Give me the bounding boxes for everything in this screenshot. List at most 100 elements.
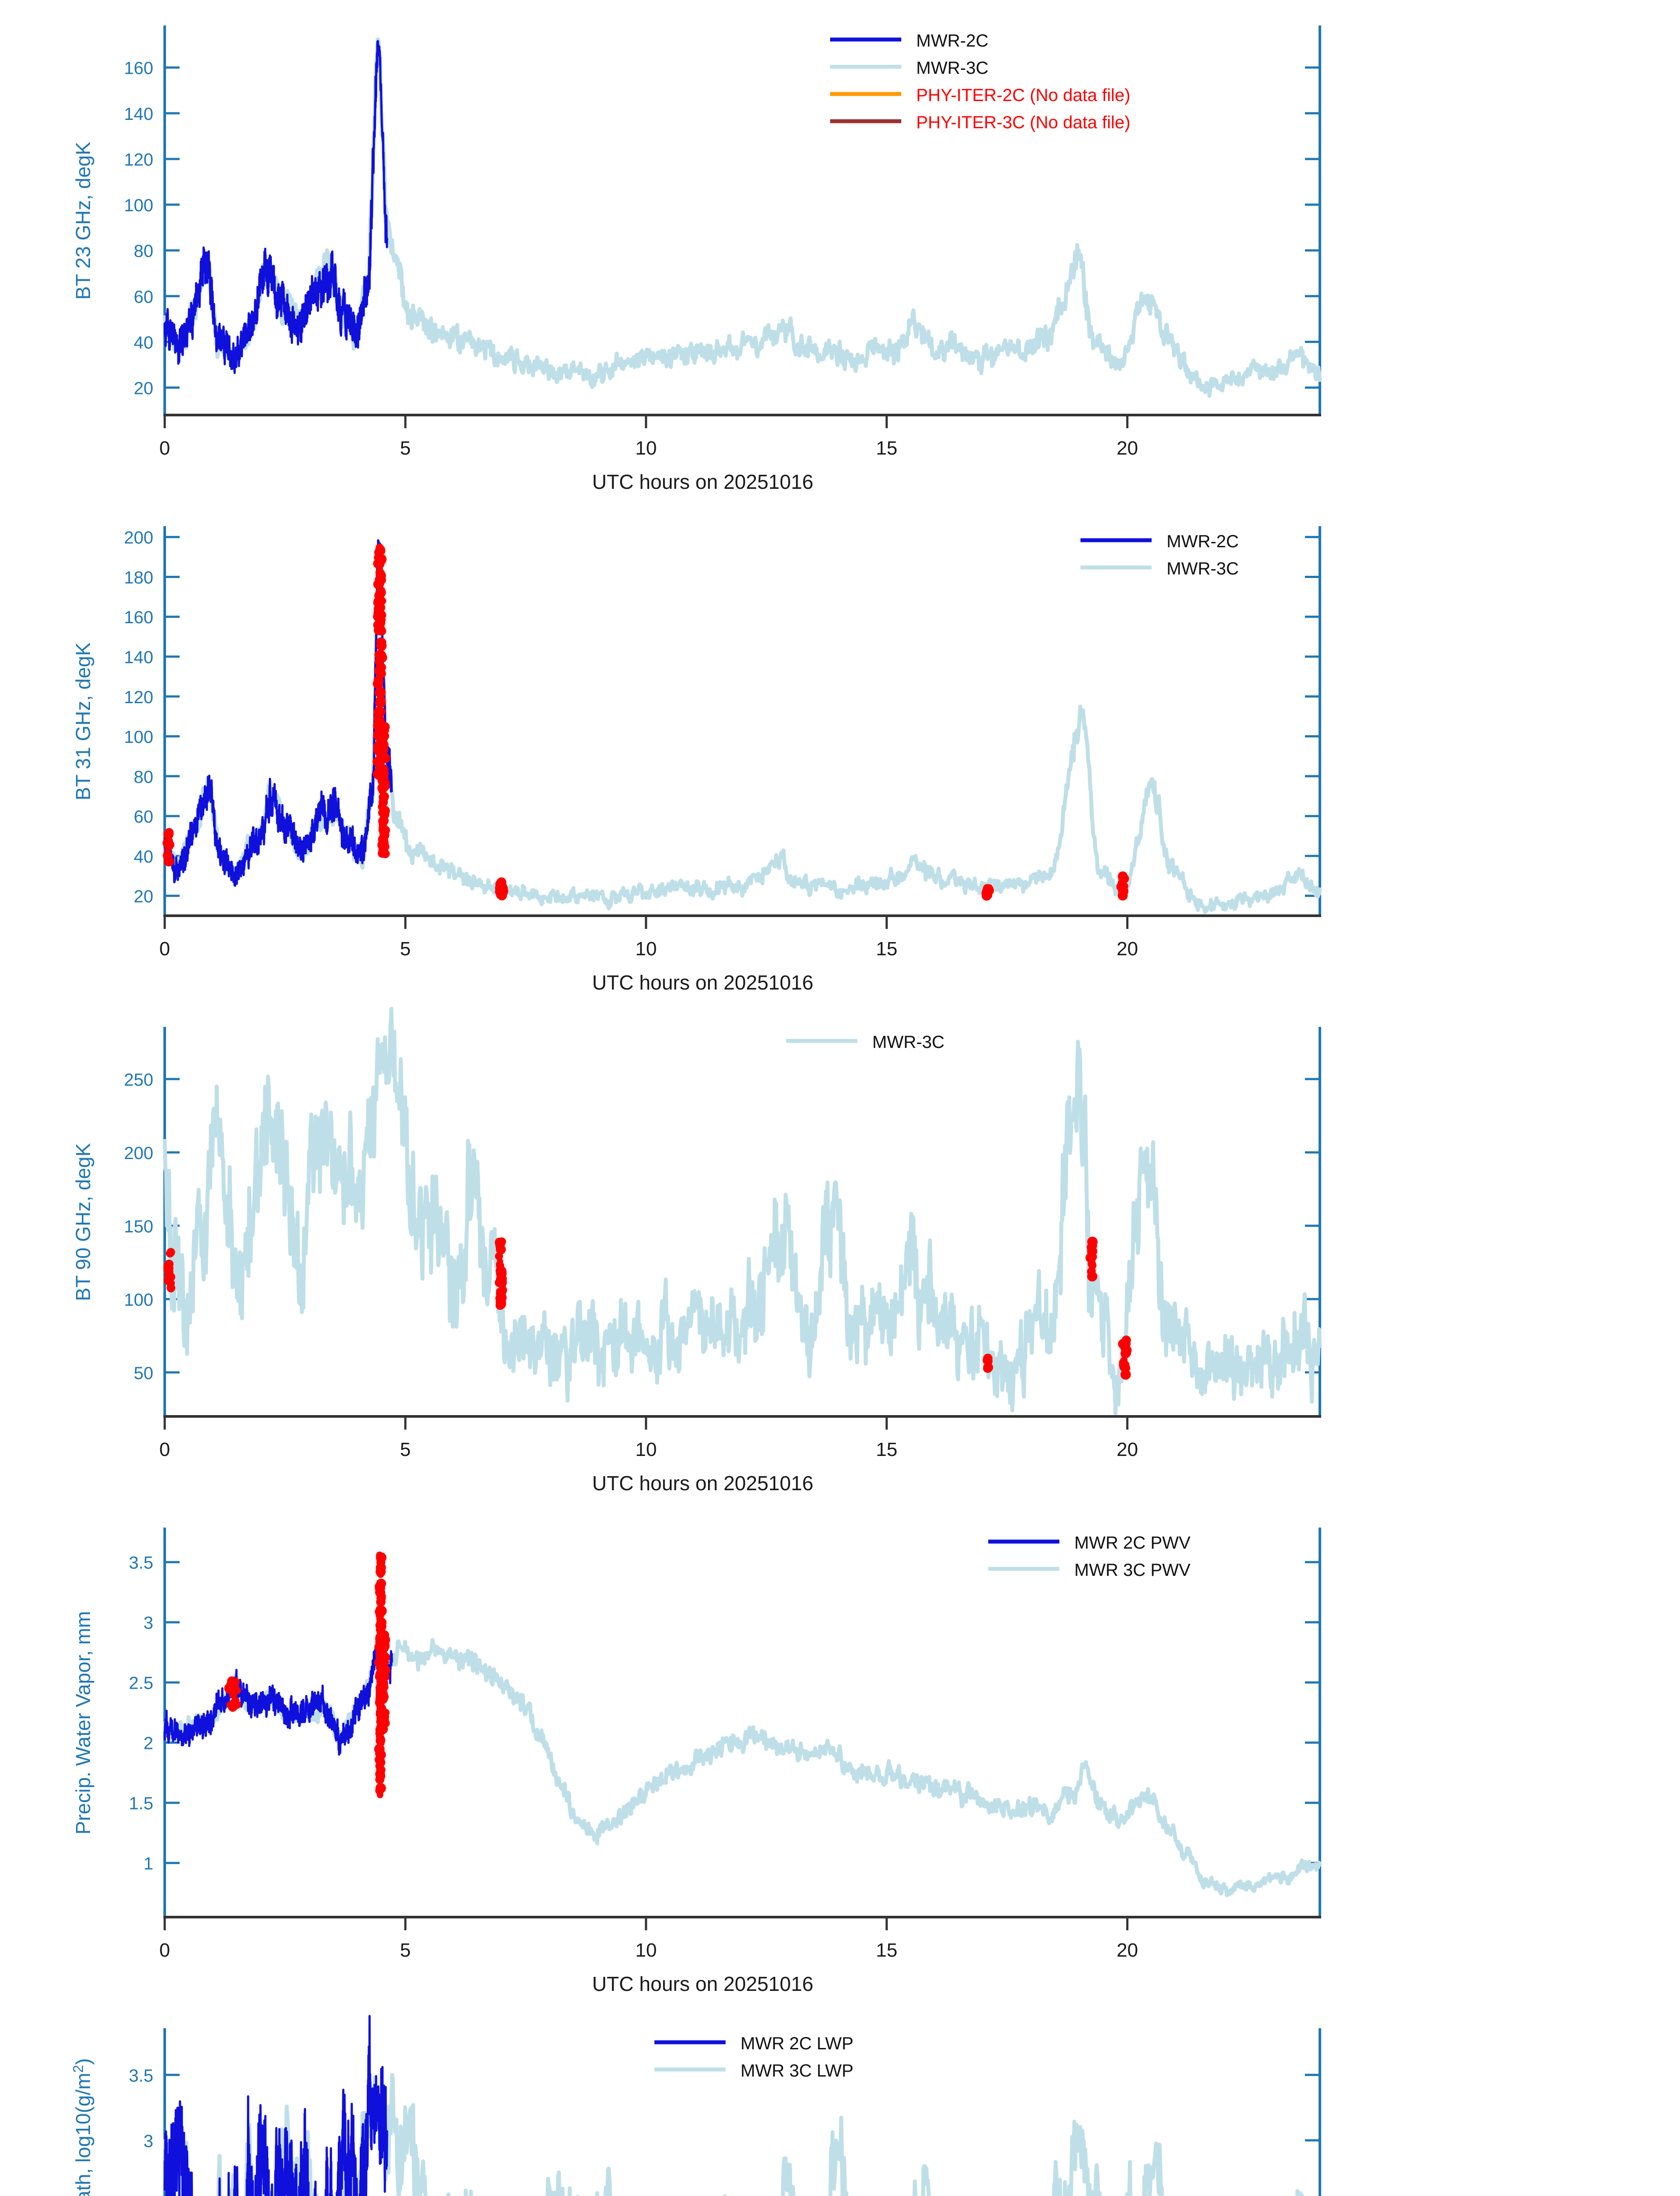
y-axis-label: BT 23 GHz, degK <box>72 141 94 300</box>
flagged-point <box>1119 874 1129 884</box>
flagged-point <box>498 1285 507 1295</box>
flagged-point <box>378 1640 388 1651</box>
y-tick-label: 140 <box>124 105 153 124</box>
flagged-point <box>380 1651 389 1660</box>
y-tick-label: 3 <box>144 1614 153 1633</box>
y-tick-label: 40 <box>134 333 154 352</box>
flagged-point <box>166 1248 175 1257</box>
y-tick-label: 100 <box>124 1290 153 1310</box>
x-tick-label: 10 <box>635 1439 657 1460</box>
flagged-point <box>163 1261 173 1271</box>
flagged-point <box>378 834 388 845</box>
flagged-point <box>377 776 388 786</box>
flagged-point <box>376 1556 383 1563</box>
flagged-point <box>376 1578 386 1589</box>
x-tick-label: 0 <box>159 1940 170 1961</box>
x-tick-label: 20 <box>1116 1439 1138 1460</box>
flagged-point <box>376 1597 386 1607</box>
flagged-point <box>376 1734 385 1742</box>
x-tick-label: 5 <box>400 1439 411 1460</box>
flagged-point <box>378 1669 389 1680</box>
flagged-point <box>981 888 991 898</box>
flagged-point <box>497 1240 505 1249</box>
y-tick-label: 180 <box>124 568 153 587</box>
y-tick-label: 200 <box>124 528 153 548</box>
y-axis-label: BT 90 GHz, degK <box>72 1143 94 1301</box>
y-tick-label: 200 <box>124 1144 153 1163</box>
x-tick-label: 10 <box>635 437 657 459</box>
series-line-mwr-2c <box>163 1614 393 1756</box>
flagged-point <box>375 627 383 635</box>
flagged-point <box>376 1758 383 1765</box>
y-tick-label: 160 <box>124 608 153 627</box>
legend: MWR-3C <box>786 1033 944 1052</box>
flagged-point <box>167 1274 174 1282</box>
legend-label: MWR-2C <box>916 31 988 51</box>
flagged-point <box>377 663 386 672</box>
flagged-point <box>498 1268 507 1276</box>
flagged-point <box>379 1722 388 1731</box>
legend-label: PHY-ITER-3C (No data file) <box>916 113 1131 132</box>
y-tick-label: 160 <box>124 59 153 78</box>
y-tick-label: 100 <box>124 728 153 747</box>
x-tick-label: 15 <box>876 938 897 960</box>
y-tick-label: 40 <box>134 847 154 867</box>
flagged-point <box>376 697 383 704</box>
flagged-point <box>380 1693 387 1699</box>
legend: MWR-2C MWR-3C PHY-ITER-2C (No data file) PH… <box>830 31 1131 132</box>
plot-area-panel-4: 1 1.5 2 2.5 3 3.5 0 5 10 15 20 UTC hours on 2025101… <box>72 1528 1322 1995</box>
flagged-point <box>164 842 173 851</box>
y-tick-label: 20 <box>134 379 154 398</box>
y-axis-label: log10 Liquid Water Path, log10(g/m2) <box>70 2058 94 2196</box>
y-tick-label: 80 <box>134 767 154 787</box>
x-tick-label: 0 <box>159 938 170 960</box>
plot-area-panel-1: 20 40 60 80 100 120 140 160 0 5 10 15 20 UTC hours on… <box>72 25 1322 493</box>
legend-label: MWR-3C <box>872 1033 944 1052</box>
y-axis-label: BT 31 GHz, degK <box>72 642 94 800</box>
flagged-point <box>374 715 385 726</box>
x-tick-label: 15 <box>876 1439 897 1460</box>
flagged-point <box>231 1687 239 1695</box>
legend-label: MWR-3C <box>916 58 988 78</box>
flagged-point <box>376 1587 384 1595</box>
flagged-point <box>163 830 173 840</box>
flagged-point <box>375 547 382 554</box>
series-line-mwr-3c <box>163 1007 1322 1415</box>
flagged-point <box>166 1269 173 1275</box>
flagged-point <box>165 857 173 864</box>
y-tick-label: 60 <box>134 807 154 827</box>
x-axis-label: UTC hours on 20251016 <box>592 1472 813 1495</box>
flagged-point <box>1119 1340 1127 1349</box>
flagged-point <box>1085 1253 1095 1263</box>
flagged-point <box>374 689 383 697</box>
panel-bt-31ghz: 20 40 60 80 100 120 140 160 180 200 0 5 10 15 20 UTC ho… <box>0 501 1680 1001</box>
x-tick-label: 5 <box>400 1940 411 1961</box>
x-tick-label: 10 <box>635 938 657 960</box>
series-line-mwr-2c <box>163 2015 388 2196</box>
plot-area-panel-2: 20 40 60 80 100 120 140 160 180 200 0 5 10 15 20 UTC ho… <box>72 526 1322 994</box>
x-tick-label: 20 <box>1116 437 1138 459</box>
panel-bt-90ghz: 50 100 150 200 250 0 5 10 15 20 UTC hours on 20251… <box>0 1001 1680 1502</box>
y-tick-label: 120 <box>124 150 153 170</box>
series-line-mwr-3c <box>163 1614 1322 1897</box>
flagged-point <box>1087 1244 1094 1252</box>
x-axis-label: UTC hours on 20251016 <box>592 1972 813 1995</box>
flagged-point <box>378 707 386 715</box>
flagged-points-group <box>163 543 1129 901</box>
y-tick-label: 1.5 <box>129 1794 153 1813</box>
series-line-mwr-3c <box>163 37 1322 398</box>
flagged-point <box>381 829 388 835</box>
x-tick-label: 15 <box>876 437 897 459</box>
flagged-point <box>376 555 386 565</box>
flagged-point <box>498 1278 507 1287</box>
x-tick-label: 10 <box>635 1940 657 1961</box>
y-tick-label: 20 <box>134 887 154 907</box>
x-axis-label: UTC hours on 20251016 <box>592 470 813 493</box>
legend-label: MWR 3C LWP <box>741 2061 853 2080</box>
x-tick-label: 0 <box>159 437 170 459</box>
legend: MWR 2C PWV MWR 3C PWV <box>988 1533 1191 1580</box>
flagged-point <box>1087 1267 1095 1275</box>
